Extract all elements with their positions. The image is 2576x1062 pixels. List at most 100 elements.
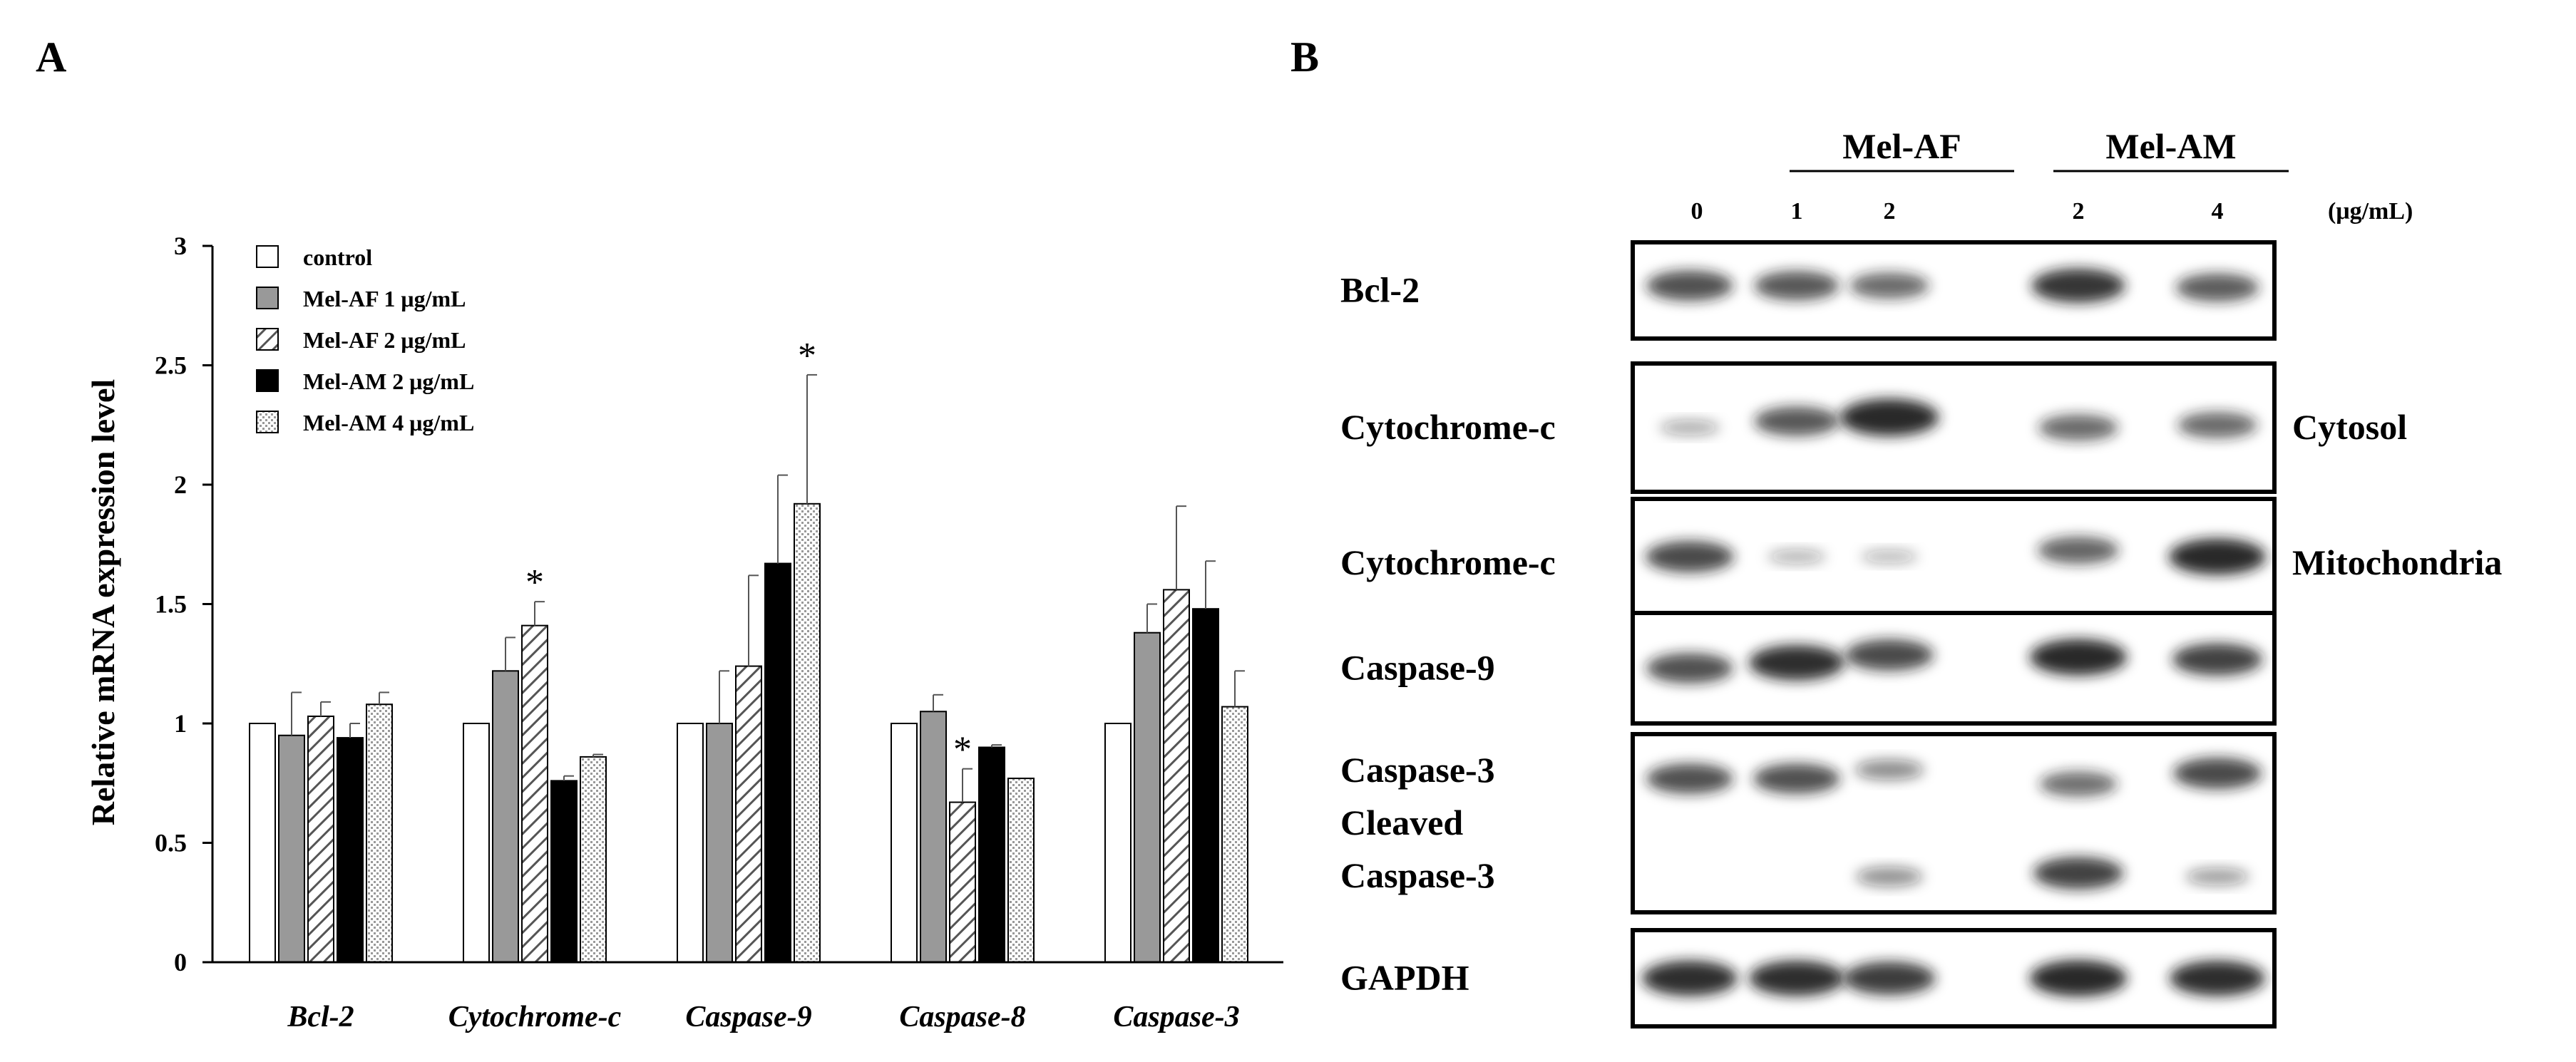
- blot-panel-frame: [1631, 732, 2277, 914]
- blot-band: [2037, 536, 2120, 564]
- blot-band: [1646, 270, 1733, 301]
- legend-swatch: [256, 369, 279, 392]
- x-axis-labels: Bcl-2 Cytochrome-c Caspase-9 Caspase-8 Caspa…: [287, 1001, 1239, 1033]
- legend-label: control: [303, 244, 372, 270]
- blot-band: [1855, 867, 1924, 887]
- blot-band: [1845, 639, 1934, 671]
- bar: [1221, 706, 1248, 963]
- panel-label-b: B: [1290, 33, 1319, 81]
- blot-lane-label: 4: [2212, 198, 2224, 225]
- bar: [550, 780, 578, 964]
- bar: [1007, 778, 1035, 964]
- y-tick-label: 0.5: [155, 829, 187, 857]
- significance-markers: * * *: [525, 336, 972, 770]
- bar: [521, 624, 548, 964]
- legend-swatch: [256, 328, 279, 351]
- blot-row-label: Cytochrome-c: [1340, 542, 1556, 582]
- significance-asterisk: *: [953, 730, 972, 770]
- blot-row: Cytochrome-c Cytosol: [1340, 361, 2407, 494]
- blot-row-label: Bcl-2: [1340, 270, 1420, 310]
- significance-asterisk: *: [798, 336, 816, 376]
- blot-lane-label: 2: [1884, 198, 1896, 225]
- y-tick-label: 0: [174, 948, 187, 976]
- blot-row-label: Caspase-3: [1340, 855, 1495, 895]
- blot-side-label: Mitochondria: [2292, 542, 2502, 582]
- bar: [706, 723, 733, 963]
- y-tick-label: 2: [174, 470, 187, 499]
- blot-row: Cytochrome-c Mitochondria: [1340, 497, 2502, 629]
- blot-panel-frame: [1631, 928, 2277, 1029]
- bar: [307, 715, 334, 963]
- bar: [492, 670, 519, 963]
- blot-band: [2033, 857, 2124, 890]
- bar: [580, 756, 607, 964]
- blot-band: [1659, 420, 1720, 435]
- blot-lane-label: 2: [2073, 198, 2085, 225]
- blot-band: [1767, 549, 1826, 564]
- legend: control Mel-AF 1 μg/mL Mel-AF 2 μg/mL Mel-A…: [256, 244, 474, 435]
- legend-swatch: [256, 411, 279, 433]
- blot-band: [2029, 639, 2128, 676]
- blot-row-label: Cytochrome-c: [1340, 407, 1556, 447]
- bar: [337, 737, 364, 963]
- blot-band: [2175, 273, 2259, 302]
- bar: [978, 746, 1005, 963]
- blot-row: GAPDH: [1340, 928, 2277, 1029]
- legend-label: Mel-AM 2 μg/mL: [303, 368, 474, 394]
- bar: [463, 723, 490, 963]
- y-tick-label: 2.5: [155, 351, 187, 380]
- blot-row-label: Caspase-3: [1340, 750, 1495, 790]
- legend-label: Mel-AF 2 μg/mL: [303, 327, 466, 353]
- x-tick-label: Caspase-3: [1113, 1001, 1239, 1033]
- y-tick-label: 1: [174, 709, 187, 738]
- blot-band: [1646, 763, 1733, 794]
- bar: [1192, 608, 1219, 963]
- blot-band: [2185, 867, 2249, 886]
- bars: [249, 502, 1248, 964]
- blot-lane-label: 1: [1791, 198, 1803, 225]
- blot-row-label: GAPDH: [1340, 958, 1469, 998]
- blot-unit-label: (μg/mL): [2328, 198, 2413, 225]
- blot-band: [1839, 398, 1939, 436]
- blot-row: Caspase-3 Cleaved Caspase-3: [1340, 732, 2277, 914]
- blot-row-label: Caspase-9: [1340, 648, 1495, 688]
- x-tick-label: Caspase-9: [685, 1001, 811, 1033]
- blot-rows: Bcl-2 Cytochrome-c Cytosol Cytochrome-c Mito…: [1340, 240, 2502, 1029]
- legend-swatch: [256, 287, 279, 309]
- blot-band: [1753, 763, 1840, 794]
- bar: [949, 801, 976, 964]
- bar: [1163, 589, 1190, 963]
- blot-band: [1754, 271, 1839, 301]
- bar: [920, 711, 947, 963]
- blot-panel-frame: [1631, 611, 2277, 726]
- blot-band: [1843, 962, 1936, 995]
- blot-side-label: Cytosol: [2292, 407, 2407, 447]
- y-axis-ticks: 0 0.5 1 1.5 2 2.5 3: [155, 232, 212, 976]
- blot-band: [1754, 406, 1839, 436]
- blot-band: [2177, 411, 2257, 438]
- bar: [1104, 723, 1132, 963]
- blot-group-label: Mel-AF: [1842, 126, 1961, 166]
- x-tick-label: Caspase-8: [899, 1001, 1025, 1033]
- blot-panel-frame: [1631, 240, 2277, 341]
- y-tick-label: 1.5: [155, 590, 187, 619]
- blot-band: [1749, 644, 1844, 681]
- panel-label-a: A: [36, 33, 66, 81]
- bar: [278, 734, 305, 963]
- legend-label: Mel-AF 1 μg/mL: [303, 286, 466, 311]
- bar: [794, 502, 821, 963]
- blot-band: [1749, 960, 1844, 996]
- blot-lane-label: 0: [1691, 198, 1703, 225]
- bar: [1134, 631, 1161, 963]
- blot-band: [1646, 653, 1733, 684]
- blot-band: [1646, 541, 1734, 572]
- blot-group-label: Mel-AM: [2105, 126, 2236, 166]
- bar-chart: Relative mRNA expression level 0 0.5 1 1.5 2…: [85, 232, 1283, 1033]
- blot-band: [2031, 268, 2125, 303]
- legend-label: Mel-AM 4 μg/mL: [303, 410, 474, 435]
- bar: [366, 703, 393, 963]
- x-tick-label: Cytochrome-c: [448, 1001, 622, 1033]
- bar: [764, 562, 791, 963]
- bar: [249, 723, 276, 963]
